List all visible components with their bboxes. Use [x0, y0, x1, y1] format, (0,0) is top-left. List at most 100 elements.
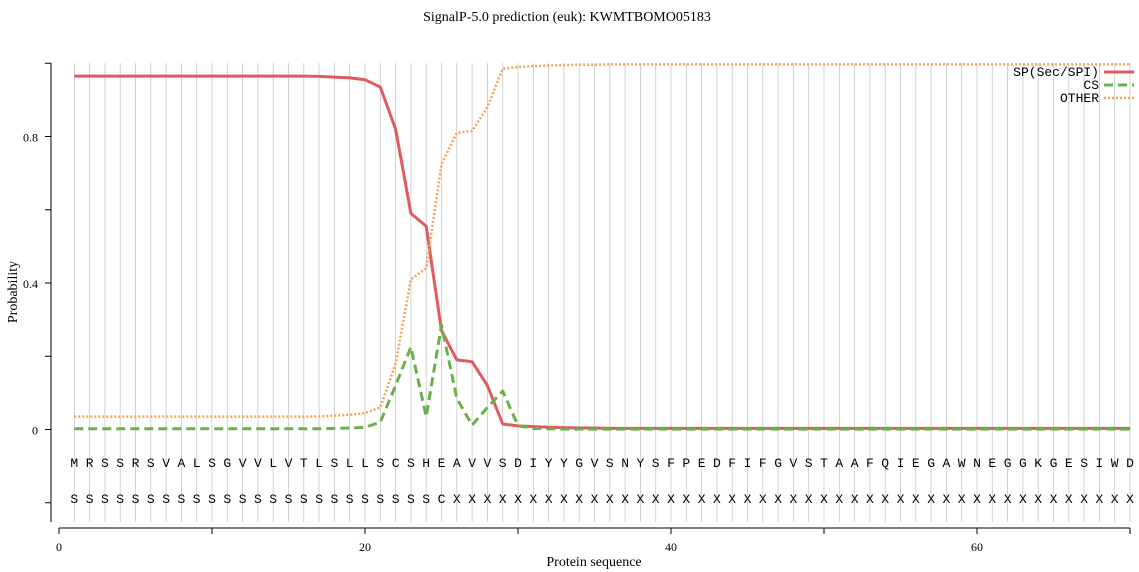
residue-label: G [1004, 456, 1012, 471]
residue-label: F [667, 456, 675, 471]
residue-label: E [988, 456, 996, 471]
legend-label: OTHER [1060, 91, 1099, 106]
annotation-label: S [86, 492, 94, 507]
annotation-label: X [835, 492, 843, 507]
residue-label: C [392, 456, 400, 471]
residue-label: Q [881, 456, 889, 471]
residue-label: K [1034, 456, 1042, 471]
residue-label: N [621, 456, 629, 471]
residue-label: S [376, 456, 384, 471]
legend-label: CS [1083, 78, 1099, 93]
residue-label: L [346, 456, 354, 471]
annotation-label: X [713, 492, 721, 507]
annotation-label: X [820, 492, 828, 507]
annotation-label: X [545, 492, 553, 507]
x-tick-label: 0 [56, 540, 62, 554]
annotation-label: X [636, 492, 644, 507]
residue-label: V [591, 456, 599, 471]
annotation-label: X [881, 492, 889, 507]
residue-label: H [422, 456, 430, 471]
residue-label: V [483, 456, 491, 471]
residue-label: T [300, 456, 308, 471]
residue-label: A [851, 456, 859, 471]
residue-label: S [1080, 456, 1088, 471]
residue-label: D [514, 456, 522, 471]
annotation-label: S [101, 492, 109, 507]
legend-label: SP(Sec/SPI) [1013, 65, 1099, 80]
y-tick-label: 0.8 [23, 131, 38, 145]
residue-label: A [942, 456, 950, 471]
annotation-label: S [376, 492, 384, 507]
annotation-label: X [621, 492, 629, 507]
annotation-label: X [1065, 492, 1073, 507]
annotation-label: S [422, 492, 430, 507]
annotation-label: S [407, 492, 415, 507]
annotation-label: S [346, 492, 354, 507]
annotation-label: X [774, 492, 782, 507]
residue-label: I [897, 456, 905, 471]
series-line-other [74, 63, 1130, 418]
annotation-label: S [132, 492, 140, 507]
annotation-label: X [958, 492, 966, 507]
residue-label: R [132, 456, 140, 471]
annotation-label: X [468, 492, 476, 507]
annotation-label: S [269, 492, 277, 507]
x-axis-label: Protein sequence [546, 555, 641, 570]
residue-label: P [682, 456, 690, 471]
annotation-label: X [1095, 492, 1103, 507]
residue-label: W [958, 456, 966, 471]
annotation-label: X [744, 492, 752, 507]
y-axis-label: Probability [6, 261, 21, 323]
residue-label: M [70, 456, 78, 471]
annotation-label: X [499, 492, 507, 507]
series-line-cs [74, 323, 1130, 431]
residue-label: F [759, 456, 767, 471]
vertical-grid [73, 63, 1131, 522]
annotation-label: S [392, 492, 400, 507]
annotation-label: C [438, 492, 446, 507]
annotation-label: S [193, 492, 201, 507]
annotation-label: X [652, 492, 660, 507]
residue-label: S [407, 456, 415, 471]
residue-label: D [713, 456, 721, 471]
residue-label: L [315, 456, 323, 471]
residue-label: S [652, 456, 660, 471]
annotation-label: X [912, 492, 920, 507]
annotation-label: S [162, 492, 170, 507]
annotation-label: X [575, 492, 583, 507]
annotation-label: S [285, 492, 293, 507]
residue-label: V [239, 456, 247, 471]
x-tick-label: 60 [971, 540, 983, 554]
residue-label: N [973, 456, 981, 471]
y-tick-label: 0.4 [23, 277, 38, 291]
residue-label: L [269, 456, 277, 471]
annotation-label: X [866, 492, 874, 507]
chart-title: SignalP-5.0 prediction (euk): KWMTBOMO05… [423, 10, 711, 25]
residue-label: G [1050, 456, 1058, 471]
series-line-sp-sec-spi [74, 74, 1130, 430]
residue-label: V [254, 456, 262, 471]
residue-label: T [820, 456, 828, 471]
residue-label: V [162, 456, 170, 471]
series-lines [74, 63, 1130, 431]
annotation-label: X [851, 492, 859, 507]
annotation-label: X [927, 492, 935, 507]
annotation-label: X [529, 492, 537, 507]
annotation-label: X [698, 492, 706, 507]
annotation-label: X [1004, 492, 1012, 507]
residue-label: G [927, 456, 935, 471]
residue-label: Y [636, 456, 644, 471]
residue-label: F [728, 456, 736, 471]
residue-label: Y [560, 456, 568, 471]
residue-label: S [208, 456, 216, 471]
y-tick-label: 0 [32, 424, 38, 438]
residue-label: V [468, 456, 476, 471]
annotation-label: X [483, 492, 491, 507]
residue-label: E [698, 456, 706, 471]
annotation-label: X [1111, 492, 1119, 507]
annotation-label: S [208, 492, 216, 507]
residue-label: S [499, 456, 507, 471]
annotation-label: S [177, 492, 185, 507]
